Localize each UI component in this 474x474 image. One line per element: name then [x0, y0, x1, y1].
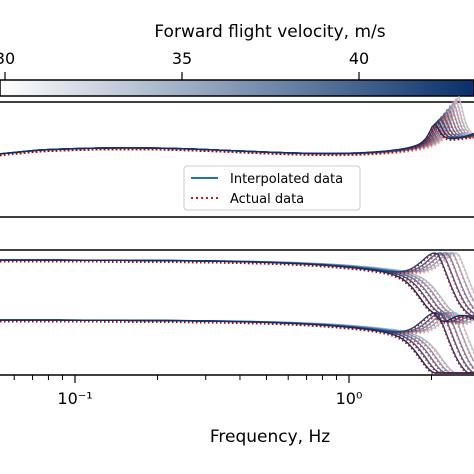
legend-actual-label: Actual data: [230, 192, 304, 207]
colorbar-strip: [0, 79, 474, 97]
actual-phase-line-upper: [0, 260, 474, 324]
interpolated-phase-line-lower: [0, 319, 474, 374]
magnitude-panel: Interpolated data Actual data: [0, 95, 474, 218]
interpolated-magnitude-line: [0, 97, 474, 155]
interpolated-phase-line-lower: [0, 319, 474, 374]
interpolated-magnitude-line: [0, 108, 474, 155]
interpolated-phase-line-upper: [0, 259, 474, 323]
interpolated-magnitude-line: [0, 104, 474, 155]
actual-phase-line-lower: [0, 320, 474, 374]
interpolated-phase-line-upper: [0, 259, 474, 323]
actual-phase-line-lower: [0, 320, 474, 374]
interpolated-magnitude-line: [0, 100, 474, 155]
colorbar: Forward flight velocity, m/s 30 35 40: [0, 22, 474, 97]
actual-magnitude-line: [0, 124, 474, 157]
colorbar-tick-label: 30: [0, 49, 15, 68]
phase-curves: [0, 252, 474, 374]
legend-interpolated-label: Interpolated data: [230, 172, 343, 187]
actual-phase-line-lower: [0, 320, 474, 374]
phase-panel: 10⁻¹ 10⁰ Frequency, Hz: [0, 249, 474, 447]
frequency-tick-label: 10⁻¹: [57, 389, 92, 408]
colorbar-tick-label: 35: [172, 49, 192, 68]
interpolated-phase-line-upper: [0, 259, 474, 324]
interpolated-phase-line-lower: [0, 319, 474, 374]
actual-phase-line-lower: [0, 320, 474, 374]
interpolated-phase-line-upper: [0, 259, 474, 323]
colorbar-tick-label: 40: [349, 49, 369, 68]
actual-magnitude-line: [0, 98, 474, 157]
colorbar-label: Forward flight velocity, m/s: [154, 22, 385, 42]
legend: Interpolated data Actual data: [183, 165, 361, 211]
actual-magnitude-line: [0, 101, 474, 157]
actual-phase-line-lower: [0, 320, 474, 374]
frequency-axis-label: Frequency, Hz: [210, 427, 330, 447]
interpolated-phase-line-upper: [0, 259, 474, 324]
interpolated-magnitude-line: [0, 123, 474, 155]
frequency-tick-label: 10⁰: [336, 389, 363, 408]
colorbar-ticks: 30 35 40: [0, 49, 369, 80]
interpolated-phase-line-lower: [0, 319, 474, 374]
frequency-axis-ticks: 10⁻¹ 10⁰: [13, 375, 432, 408]
legend-box: [183, 165, 361, 211]
interpolated-magnitude-line: [0, 112, 474, 155]
interpolated-magnitude-line: [0, 95, 474, 155]
magnitude-curves: [0, 95, 474, 157]
interpolated-phase-line-lower: [0, 319, 474, 374]
actual-magnitude-line: [0, 96, 474, 157]
